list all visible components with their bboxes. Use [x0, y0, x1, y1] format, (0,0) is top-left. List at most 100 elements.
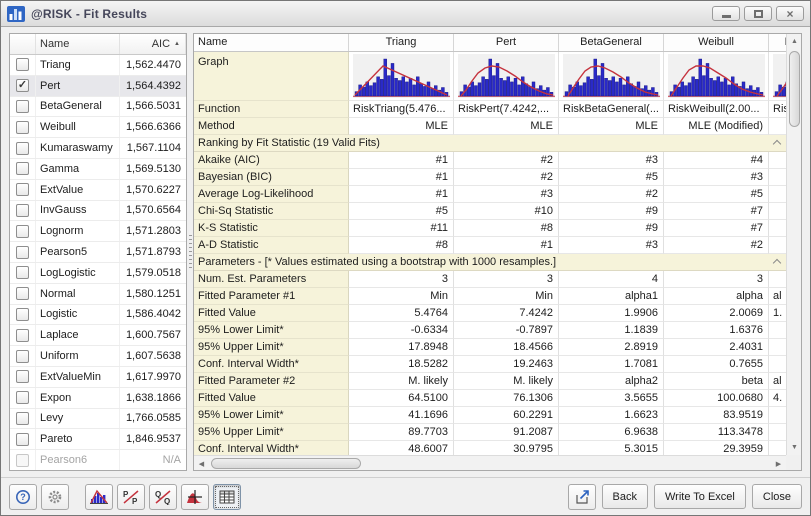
fit-row-extvalue[interactable]: ExtValue 1,570.6227: [10, 179, 186, 201]
fit-checkbox[interactable]: [10, 283, 36, 304]
collapse-section-icon[interactable]: [772, 258, 782, 268]
fit-checkbox[interactable]: [10, 55, 36, 75]
result-cell: 1.7081: [559, 356, 664, 373]
section-header[interactable]: Parameters - [* Values estimated using a…: [194, 254, 786, 271]
fit-row-gamma[interactable]: Gamma 1,569.5130: [10, 158, 186, 180]
result-cell: #5: [664, 186, 769, 203]
result-row: Num. Est. Parameters 3 3 4 3: [194, 271, 786, 288]
fit-graph-weibull[interactable]: [668, 54, 765, 98]
column-header-weibull[interactable]: Weibull: [664, 34, 769, 51]
fit-row-invgauss[interactable]: InvGauss 1,570.6564: [10, 200, 186, 222]
column-header-betageneral[interactable]: BetaGeneral: [559, 34, 664, 51]
fit-row-weibull[interactable]: Weibull 1,566.6366: [10, 117, 186, 139]
minimize-button[interactable]: [712, 6, 740, 21]
fit-row-levy[interactable]: Levy 1,766.0585: [10, 408, 186, 430]
scroll-left-icon[interactable]: ◀: [198, 460, 205, 468]
fit-checkbox[interactable]: [10, 346, 36, 366]
fit-row-loglogistic[interactable]: LogLogistic 1,579.0518: [10, 262, 186, 284]
settings-button[interactable]: [41, 483, 69, 510]
fit-checkbox[interactable]: [10, 325, 36, 346]
scroll-down-icon[interactable]: ▼: [791, 444, 798, 451]
fit-checkbox[interactable]: [10, 138, 36, 158]
close-button[interactable]: ×: [776, 6, 804, 21]
horizontal-scrollbar[interactable]: ◀ ▶: [194, 455, 786, 470]
row-label: Average Log-Likelihood: [194, 186, 349, 203]
fit-graph-kumaraswamy[interactable]: [773, 54, 786, 98]
fit-checkbox[interactable]: [10, 450, 36, 470]
write-to-excel-button[interactable]: Write To Excel: [653, 484, 746, 509]
vertical-scroll-thumb[interactable]: [789, 51, 800, 127]
name-column-header[interactable]: Name: [36, 34, 120, 54]
fit-checkbox[interactable]: [10, 96, 36, 117]
result-cell: RiskWeibull(2.00...: [664, 101, 769, 118]
fit-aic: 1,586.4042: [125, 308, 181, 321]
fit-row-lognorm[interactable]: Lognorm 1,571.2803: [10, 221, 186, 243]
fit-graph-betageneral[interactable]: [563, 54, 660, 98]
fit-checkbox[interactable]: [10, 179, 36, 200]
fit-checkbox[interactable]: [10, 304, 36, 325]
fit-checkbox[interactable]: [10, 408, 36, 429]
export-button[interactable]: [567, 483, 596, 510]
checkbox-column-header[interactable]: [10, 34, 36, 54]
result-cell: 91.2087: [454, 424, 559, 441]
fit-checkbox[interactable]: [10, 158, 36, 179]
back-button[interactable]: Back: [601, 484, 648, 509]
fit-checkbox[interactable]: [10, 366, 36, 387]
result-cell: #3: [559, 152, 664, 169]
fit-checkbox[interactable]: [10, 429, 36, 450]
fit-row-kumaraswamy[interactable]: Kumaraswamy 1,567.1104: [10, 138, 186, 159]
fit-row-betageneral[interactable]: BetaGeneral 1,566.5031: [10, 96, 186, 118]
fit-checkbox[interactable]: [10, 200, 36, 221]
maximize-button[interactable]: [744, 6, 772, 21]
checkbox-unchecked-icon: [16, 120, 29, 134]
fit-aic: 1,766.0585: [125, 412, 181, 425]
vertical-scrollbar[interactable]: ▲ ▼: [786, 34, 801, 455]
scroll-right-icon[interactable]: ▶: [775, 460, 782, 468]
checkbox-unchecked-icon: [16, 203, 29, 217]
fit-statistics-button[interactable]: [181, 483, 209, 510]
fit-checkbox[interactable]: [10, 221, 36, 242]
help-button[interactable]: ?: [9, 483, 37, 510]
fit-row-pearson6[interactable]: Pearson6 N/A: [10, 450, 186, 470]
aic-column-header[interactable]: AIC ▲: [120, 34, 186, 54]
fit-checkbox[interactable]: [10, 117, 36, 138]
summary-table-button[interactable]: [213, 483, 241, 510]
fit-row-pearson5[interactable]: Pearson5 1,571.8793: [10, 242, 186, 263]
fit-comparison-button[interactable]: [85, 483, 113, 510]
section-header[interactable]: Ranking by Fit Statistic (19 Valid Fits): [194, 135, 786, 152]
fit-row-pareto[interactable]: Pareto 1,846.9537: [10, 429, 186, 451]
row-label: Bayesian (BIC): [194, 169, 349, 186]
checkbox-unchecked-icon: [16, 328, 29, 342]
results-corner-header[interactable]: Name: [194, 34, 349, 51]
fit-row-normal[interactable]: Normal 1,580.1251: [10, 283, 186, 305]
fit-row-uniform[interactable]: Uniform 1,607.5638: [10, 346, 186, 367]
fit-name: Laplace: [36, 325, 120, 346]
fit-graph-pert[interactable]: [458, 54, 555, 98]
fit-checkbox[interactable]: ✓: [10, 75, 36, 96]
column-header-pert[interactable]: Pert: [454, 34, 559, 51]
row-label: Fitted Parameter #2: [194, 373, 349, 390]
collapse-section-icon[interactable]: [772, 139, 782, 149]
fit-checkbox[interactable]: [10, 387, 36, 408]
horizontal-scroll-thumb[interactable]: [211, 458, 361, 469]
panel-splitter[interactable]: [187, 33, 193, 471]
result-cell: 1.6376: [664, 322, 769, 339]
fit-graph-triang[interactable]: [353, 54, 450, 98]
fit-checkbox[interactable]: [10, 242, 36, 262]
titlebar[interactable]: @RISK - Fit Results ×: [1, 1, 810, 27]
column-header-triang[interactable]: Triang: [349, 34, 454, 51]
fit-row-pert[interactable]: ✓ Pert 1,564.4392: [10, 75, 186, 97]
column-header-kumaraswamy[interactable]: Kumaraswamy: [769, 34, 786, 51]
fit-row-extvaluemin[interactable]: ExtValueMin 1,617.9970: [10, 366, 186, 388]
fit-row-triang[interactable]: Triang 1,562.4470: [10, 55, 186, 76]
fit-row-laplace[interactable]: Laplace 1,600.7567: [10, 325, 186, 347]
fit-name: Pearson5: [36, 242, 120, 262]
result-cell: RiskBetaGeneral(...: [559, 101, 664, 118]
scroll-up-icon[interactable]: ▲: [791, 38, 798, 45]
close-dialog-button[interactable]: Close: [751, 484, 802, 509]
fit-checkbox[interactable]: [10, 262, 36, 283]
fit-row-expon[interactable]: Expon 1,638.1866: [10, 387, 186, 409]
pp-plot-button[interactable]: P P: [117, 483, 145, 510]
fit-row-logistic[interactable]: Logistic 1,586.4042: [10, 304, 186, 326]
qq-plot-button[interactable]: Q Q: [149, 483, 177, 510]
